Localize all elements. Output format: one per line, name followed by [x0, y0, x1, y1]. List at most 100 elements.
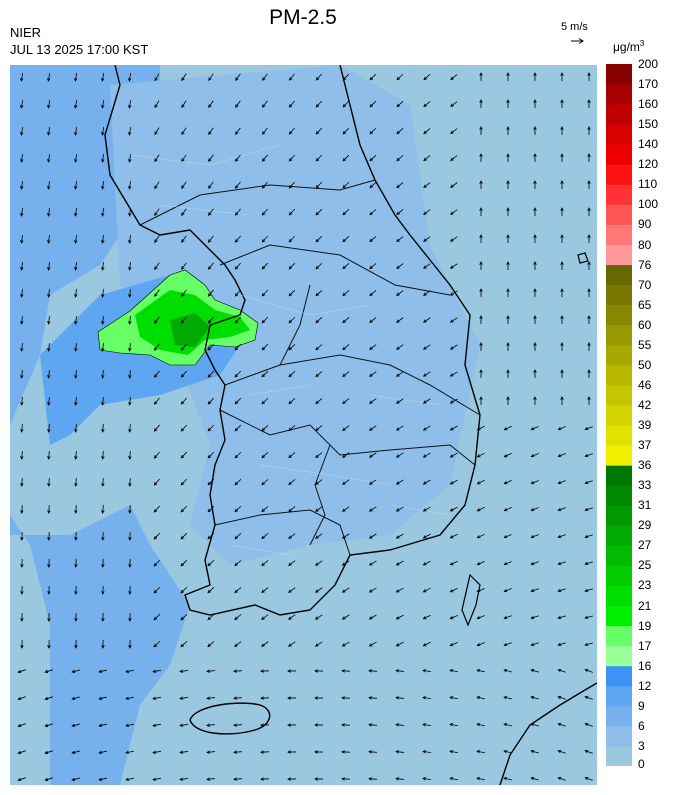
wind-arrow-icon: [21, 288, 23, 298]
wind-arrowhead-icon: [47, 240, 51, 244]
wind-arrowhead-icon: [449, 292, 454, 296]
wind-arrow-icon: [450, 398, 458, 404]
wind-arrowhead-icon: [557, 588, 562, 593]
wind-arrowhead-icon: [101, 402, 105, 406]
wind-arrow-icon: [369, 344, 377, 350]
wind-arrowhead-icon: [341, 777, 345, 781]
wind-arrowhead-icon: [207, 454, 212, 459]
wind-arrow-icon: [289, 100, 295, 108]
wind-arrowhead-icon: [287, 750, 291, 754]
wind-arrow-icon: [235, 262, 241, 270]
wind-arrow-icon: [342, 506, 350, 512]
legend-swatch: [606, 605, 632, 627]
wind-arrow-icon: [261, 641, 269, 647]
wind-arrowhead-icon: [314, 589, 319, 593]
wind-arrow-icon: [504, 588, 512, 592]
wind-arrowhead-icon: [180, 589, 185, 594]
legend-swatch: [606, 384, 632, 406]
legend-swatch: [606, 404, 632, 426]
wind-arrow-icon: [72, 777, 80, 781]
wind-arrowhead-icon: [530, 454, 535, 458]
wind-arrowhead-icon: [47, 294, 51, 298]
wind-arrowhead-icon: [288, 481, 292, 486]
wind-arrow-icon: [75, 261, 77, 271]
legend-tick-label: 6: [638, 718, 645, 733]
wind-arrowhead-icon: [234, 346, 239, 351]
wind-arrowhead-icon: [584, 588, 589, 593]
wind-arrow-icon: [396, 155, 404, 161]
wind-arrow-icon: [126, 750, 134, 754]
wind-arrowhead-icon: [315, 346, 319, 351]
wind-arrow-icon: [288, 533, 296, 539]
wind-arrowhead-icon: [395, 562, 400, 566]
wind-arrowhead-icon: [506, 153, 510, 157]
wind-arrowhead-icon: [101, 618, 105, 622]
wind-arrow-icon: [154, 181, 160, 189]
wind-arrow-icon: [48, 423, 50, 433]
wind-arrow-icon: [99, 723, 107, 727]
wind-arrow-icon: [315, 235, 323, 243]
wind-arrowhead-icon: [181, 212, 185, 216]
wind-arrow-icon: [396, 587, 404, 593]
wind-arrow-icon: [585, 723, 593, 727]
legend-swatch: [606, 224, 632, 246]
wind-arrow-icon: [504, 534, 512, 538]
wind-arrow-icon: [342, 208, 350, 216]
legend-swatch: [606, 264, 632, 286]
wind-arrow-icon: [369, 425, 377, 431]
wind-arrow-icon: [585, 561, 593, 565]
wind-arrow-icon: [369, 317, 377, 323]
wind-arrowhead-icon: [101, 537, 105, 541]
wind-arrowhead-icon: [395, 373, 400, 377]
wind-arrowhead-icon: [47, 131, 51, 136]
wind-arrowhead-icon: [47, 77, 51, 82]
wind-arrow-icon: [342, 127, 350, 135]
wind-arrowhead-icon: [422, 454, 427, 458]
wind-arrowhead-icon: [368, 616, 373, 620]
wind-arrowhead-icon: [261, 616, 265, 620]
pollution-plume-blue: [10, 65, 190, 785]
wind-arrow-icon: [128, 126, 132, 136]
wind-arrowhead-icon: [476, 723, 481, 727]
wind-arrowhead-icon: [98, 750, 103, 755]
wind-arrowhead-icon: [560, 207, 564, 211]
wind-arrow-icon: [102, 207, 104, 217]
wind-arrowhead-icon: [450, 211, 454, 215]
wind-arrowhead-icon: [342, 211, 347, 216]
wind-arrowhead-icon: [560, 315, 564, 319]
wind-arrowhead-icon: [233, 750, 237, 754]
wind-arrowhead-icon: [530, 615, 535, 620]
wind-arrow-icon: [179, 697, 189, 699]
wind-arrow-icon: [261, 452, 269, 458]
wind-arrowhead-icon: [47, 375, 51, 379]
wind-arrow-icon: [369, 506, 377, 512]
wind-arrow-icon: [315, 317, 323, 323]
wind-arrowhead-icon: [47, 456, 51, 460]
wind-arrowhead-icon: [530, 588, 535, 593]
legend-tick-label: 37: [638, 438, 652, 453]
legend-swatch: [606, 705, 632, 727]
wind-arrow-icon: [288, 614, 296, 620]
wind-arrow-icon: [181, 127, 187, 135]
wind-arrow-icon: [315, 425, 323, 431]
wind-arrowhead-icon: [530, 561, 535, 566]
wind-arrowhead-icon: [208, 104, 212, 109]
wind-arrow-icon: [262, 208, 268, 216]
wind-arrow-icon: [396, 317, 404, 323]
wind-arrowhead-icon: [207, 589, 212, 594]
wind-arrow-icon: [181, 424, 187, 432]
wind-arrow-icon: [102, 396, 104, 406]
wind-arrowhead-icon: [71, 750, 76, 755]
wind-arrow-icon: [396, 614, 404, 620]
wind-arrowhead-icon: [449, 319, 454, 323]
wind-arrow-icon: [153, 640, 161, 648]
wind-arrowhead-icon: [476, 642, 481, 647]
wind-arrowhead-icon: [47, 537, 51, 541]
color-scale-bar: [606, 64, 632, 766]
wind-arrow-icon: [234, 316, 242, 324]
wind-arrow-icon: [558, 642, 566, 646]
wind-arrowhead-icon: [128, 510, 132, 514]
wind-arrowhead-icon: [261, 158, 266, 162]
wind-arrow-icon: [396, 641, 404, 647]
wind-arrowhead-icon: [314, 643, 319, 647]
